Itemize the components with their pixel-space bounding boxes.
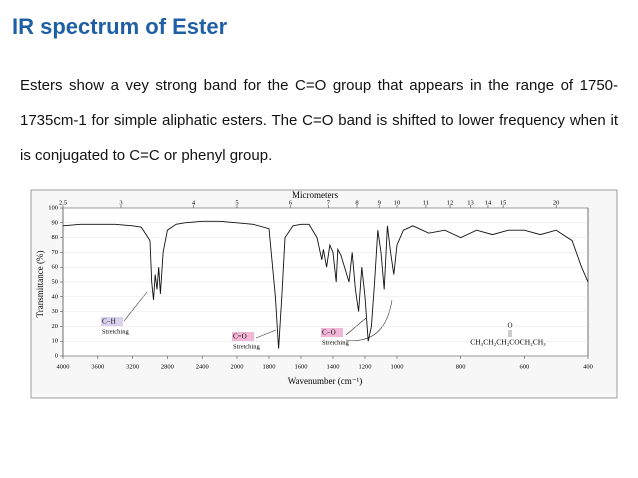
x2-tick-label: 10 [394,199,401,206]
x-tick-label: 2800 [161,363,174,370]
x2-axis-label: Micrometers [292,190,338,200]
formula: CH₃CH₂CH₂COCH₂CH₃ [470,338,546,347]
paragraph: Esters show a vey strong band for the C=… [20,77,618,164]
x2-tick-label: 3 [119,199,122,206]
x2-tick-label: 7 [327,199,331,206]
formula-top: O [507,322,512,330]
annotation-label: C−O [322,329,336,337]
x2-tick-label: 6 [289,199,293,206]
x2-tick-label: 20 [553,199,560,206]
y-tick-label: 0 [55,352,58,359]
arrow [345,299,393,341]
x2-tick-label: 13 [467,199,474,206]
annotation-note: Stretching [322,339,349,346]
x-tick-label: 400 [583,363,593,370]
annotation-label: C−H [102,318,116,326]
x-tick-label: 1600 [295,363,308,370]
y-tick-label: 80 [52,234,59,241]
x-tick-label: 1400 [327,363,340,370]
x-tick-label: 3200 [126,363,139,370]
x-tick-label: 1000 [391,363,404,370]
y-tick-label: 50 [52,278,59,285]
x2-tick-label: 4 [192,199,196,206]
x2-tick-label: 2.5 [59,199,67,206]
x-tick-label: 4000 [57,363,70,370]
x2-tick-label: 8 [355,199,358,206]
title: IR spectrum of Ester [12,14,228,39]
y-tick-label: 20 [52,323,59,330]
annotation-box [321,328,343,337]
y-axis-label: Transmittance (%) [35,251,45,318]
y-tick-label: 30 [52,308,59,315]
x-tick-label: 800 [456,363,466,370]
spectrum-line [62,220,589,349]
x-tick-label: 1200 [359,363,372,370]
y-tick-label: 40 [52,293,59,300]
y-tick-label: 10 [52,338,59,345]
x2-tick-label: 11 [423,199,429,206]
x-tick-label: 2400 [196,363,209,370]
y-tick-label: 100 [48,204,58,211]
annotation-box [232,332,254,341]
x2-tick-label: 14 [485,199,492,206]
x2-tick-label: 12 [447,199,454,206]
annotation-note: Stretching [233,343,260,350]
x-tick-label: 2000 [231,363,244,370]
annotation-label: C=O [233,333,247,341]
x-tick-label: 3600 [91,363,104,370]
arrow [255,329,277,339]
x-tick-label: 600 [519,363,529,370]
x2-tick-label: 5 [235,199,238,206]
x2-tick-label: 9 [378,199,381,206]
y-tick-label: 60 [52,264,59,271]
annotation-note: Stretching [102,328,129,335]
x-axis-label: Wavenumber (cm⁻¹) [288,376,362,386]
x-tick-label: 1800 [263,363,276,370]
x2-tick-label: 15 [500,199,507,206]
y-tick-label: 70 [52,249,59,256]
y-tick-label: 90 [52,219,59,226]
annotation-box [101,317,123,326]
